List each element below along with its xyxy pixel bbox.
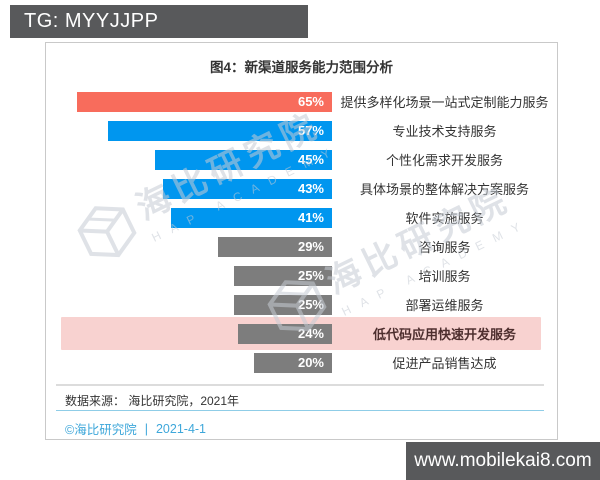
bar-value-label: 57%: [297, 123, 324, 138]
copyright-org: ©海比研究院: [65, 423, 137, 437]
bar-category-label: 培训服务: [418, 269, 471, 284]
bar: 57%: [108, 120, 332, 141]
bar-category-label: 提供多样化场景一站式定制能力服务: [340, 95, 549, 110]
chart-title: 图4：新渠道服务能力范围分析: [209, 60, 393, 75]
bar-category-label: 专业技术支持服务: [392, 124, 497, 139]
bar: 25%: [234, 294, 332, 315]
bar-value-label: 25%: [297, 268, 324, 283]
bar-value-label: 29%: [297, 239, 324, 254]
chart-row: 25% 部署运维服务: [46, 290, 557, 319]
bar-zone: 43%: [46, 178, 332, 199]
bar: 43%: [163, 178, 332, 199]
chart-row: 65% 提供多样化场景一站式定制能力服务: [46, 87, 557, 116]
copyright-line: ©海比研究院 | 2021-4-1: [65, 419, 206, 438]
bar-zone: 41%: [46, 207, 332, 228]
bar-zone: 20%: [46, 352, 332, 373]
bar: 25%: [234, 265, 332, 286]
chart-row: 45% 个性化需求开发服务: [46, 145, 557, 174]
bar-zone: 25%: [46, 294, 332, 315]
bar: 45%: [155, 149, 332, 170]
bar: 29%: [218, 236, 332, 257]
copyright-date: 2021-4-1: [155, 421, 207, 436]
chart-panel: 图4：新渠道服务能力范围分析 海比研究院 HAP ACADEMY: [45, 42, 558, 440]
chart-row: 57% 专业技术支持服务: [46, 116, 557, 145]
bar-value-label: 25%: [297, 297, 324, 312]
bar-category-label: 软件实施服务: [405, 211, 484, 226]
bar-category-label: 具体场景的整体解决方案服务: [359, 182, 529, 197]
bar-category-label: 咨询服务: [418, 240, 471, 255]
bar-value-label: 43%: [297, 181, 324, 196]
bar-category-label: 个性化需求开发服务: [385, 153, 503, 168]
bar-zone: 24%: [46, 323, 332, 344]
source-divider-line: [56, 384, 544, 386]
chart-row: 41% 软件实施服务: [46, 203, 557, 232]
chart-row: 25% 培训服务: [46, 261, 557, 290]
bar-category-label: 部署运维服务: [405, 298, 484, 313]
bar-zone: 57%: [46, 120, 332, 141]
bar-zone: 65%: [46, 91, 332, 112]
bar-zone: 25%: [46, 265, 332, 286]
copyright-separator: |: [144, 421, 148, 436]
bar: 41%: [171, 207, 332, 228]
chart-row: 24% 低代码应用快速开发服务: [46, 317, 557, 350]
telegram-contact-badge: TG: MYYJJPP: [10, 5, 308, 38]
chart-row: 20% 促进产品销售达成: [46, 348, 557, 377]
bar-category-label: 低代码应用快速开发服务: [372, 327, 516, 342]
copyright-divider-line: [56, 410, 544, 411]
bar: 65%: [77, 91, 332, 112]
bar-value-label: 45%: [297, 152, 324, 167]
bar-value-label: 24%: [297, 326, 324, 341]
website-badge: www.mobilekai8.com: [406, 442, 600, 480]
data-source-text: 数据来源： 海比研究院，2021年: [65, 394, 240, 408]
chart-row: 29% 咨询服务: [46, 232, 557, 261]
bar-category-label: 促进产品销售达成: [392, 356, 497, 371]
telegram-contact-text: TG: MYYJJPP: [24, 10, 159, 32]
bar-value-label: 20%: [297, 355, 324, 370]
bar: 20%: [254, 352, 332, 373]
bar: 24%: [238, 323, 332, 344]
bar-zone: 45%: [46, 149, 332, 170]
bar-value-label: 41%: [297, 210, 324, 225]
bar-value-label: 65%: [297, 94, 324, 109]
bar-zone: 29%: [46, 236, 332, 257]
website-text: www.mobilekai8.com: [414, 450, 592, 471]
bar-chart: 65% 提供多样化场景一站式定制能力服务 57% 专业技术支持服务 45% 个性化需求开发…: [46, 87, 557, 377]
chart-row: 43% 具体场景的整体解决方案服务: [46, 174, 557, 203]
